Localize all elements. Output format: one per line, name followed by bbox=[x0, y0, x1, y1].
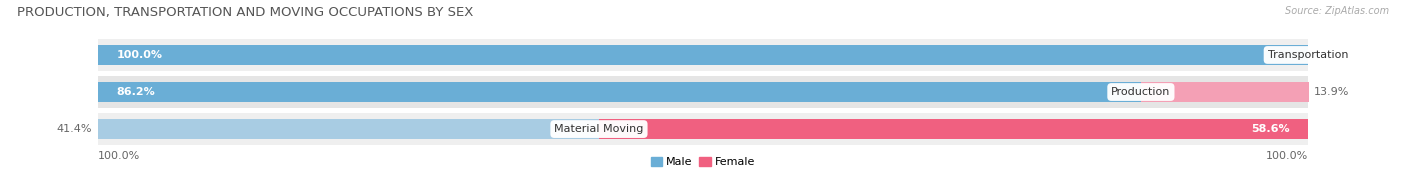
Text: 100.0%: 100.0% bbox=[1265, 151, 1308, 161]
Bar bbox=[98, 45, 1308, 65]
Text: Transportation: Transportation bbox=[1268, 50, 1348, 60]
Text: 100.0%: 100.0% bbox=[98, 151, 141, 161]
Text: Material Moving: Material Moving bbox=[554, 124, 644, 134]
Text: Source: ZipAtlas.com: Source: ZipAtlas.com bbox=[1285, 6, 1389, 16]
Bar bbox=[98, 39, 1308, 71]
Text: 13.9%: 13.9% bbox=[1313, 87, 1350, 97]
Bar bbox=[599, 119, 1308, 139]
Text: 86.2%: 86.2% bbox=[117, 87, 155, 97]
Bar bbox=[98, 113, 1308, 145]
Bar bbox=[98, 119, 599, 139]
Bar bbox=[98, 76, 1308, 108]
Legend: Male, Female: Male, Female bbox=[647, 152, 759, 172]
Text: 100.0%: 100.0% bbox=[117, 50, 162, 60]
Text: 58.6%: 58.6% bbox=[1251, 124, 1289, 134]
Text: 41.4%: 41.4% bbox=[56, 124, 93, 134]
Bar bbox=[1140, 82, 1309, 102]
Text: PRODUCTION, TRANSPORTATION AND MOVING OCCUPATIONS BY SEX: PRODUCTION, TRANSPORTATION AND MOVING OC… bbox=[17, 6, 474, 19]
Text: Production: Production bbox=[1111, 87, 1171, 97]
Bar bbox=[98, 82, 1140, 102]
